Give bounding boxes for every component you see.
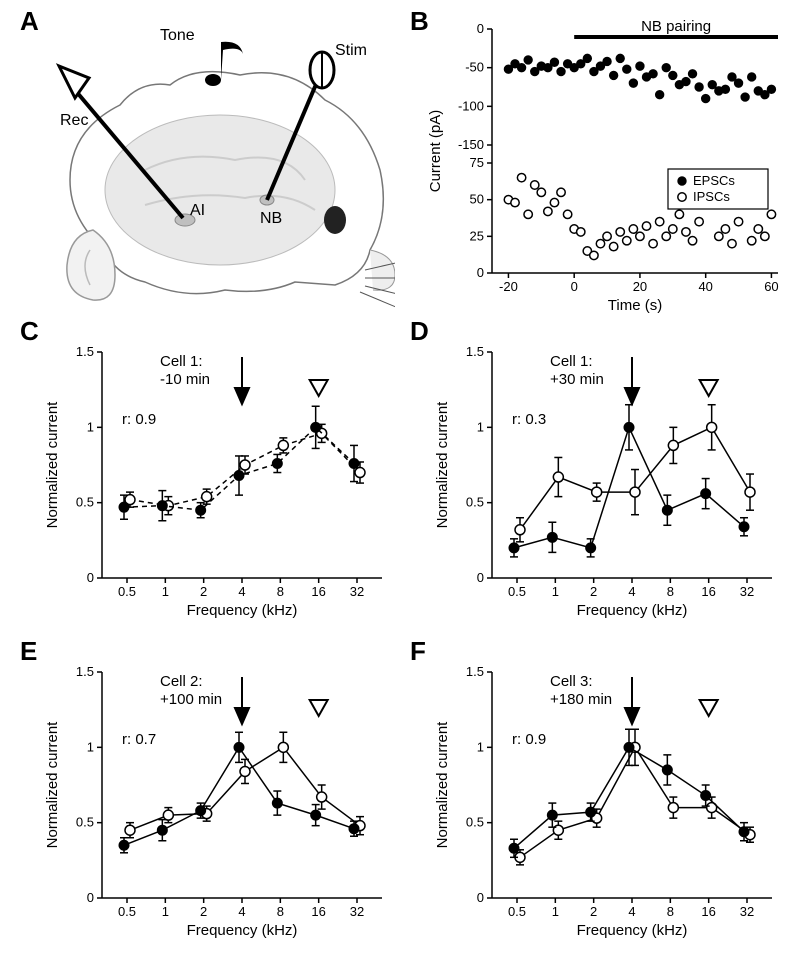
svg-text:2: 2	[200, 904, 207, 919]
svg-text:0: 0	[87, 570, 94, 585]
svg-text:0.5: 0.5	[118, 904, 136, 919]
svg-text:16: 16	[311, 584, 325, 599]
svg-text:0.5: 0.5	[466, 815, 484, 830]
svg-text:0: 0	[87, 890, 94, 905]
svg-text:EPSCs: EPSCs	[693, 173, 735, 188]
panel-b-chart: -150 -100 -50 0 0 25 50 75 -20 0 20 40 60 Time (s) Cur…	[420, 15, 790, 315]
svg-text:4: 4	[628, 584, 635, 599]
ai-label: AI	[190, 202, 205, 219]
svg-text:Normalized current: Normalized current	[434, 401, 451, 529]
svg-text:16: 16	[701, 584, 715, 599]
svg-text:Time (s): Time (s)	[608, 297, 662, 314]
svg-text:20: 20	[633, 279, 647, 294]
svg-text:0: 0	[477, 265, 484, 280]
svg-text:Frequency (kHz): Frequency (kHz)	[577, 922, 688, 939]
svg-text:1: 1	[477, 739, 484, 754]
svg-text:+30 min: +30 min	[550, 371, 604, 388]
svg-text:0.5: 0.5	[118, 584, 136, 599]
svg-text:2: 2	[590, 904, 597, 919]
svg-text:Cell 3:: Cell 3:	[550, 673, 593, 690]
svg-text:Normalized current: Normalized current	[434, 721, 451, 849]
figure-root: A B C D E F	[0, 0, 800, 974]
svg-text:2: 2	[200, 584, 207, 599]
svg-text:1: 1	[552, 584, 559, 599]
svg-text:-10 min: -10 min	[160, 371, 210, 388]
tone-label: Tone	[160, 27, 195, 44]
svg-text:Normalized current: Normalized current	[44, 721, 61, 849]
svg-text:32: 32	[740, 904, 754, 919]
panel-f-chart: 0 0.5 1 1.5 0.5 1 2 4 8 16 32 Frequency (kHz) Normal…	[420, 650, 790, 950]
svg-text:1: 1	[552, 904, 559, 919]
stim-label: Stim	[335, 42, 367, 59]
svg-text:32: 32	[350, 584, 364, 599]
panel-d-chart: 0 0.5 1 1.5 0.5 1 2 4 8 16 32 Frequency (kHz) Normal…	[420, 330, 790, 630]
svg-text:16: 16	[701, 904, 715, 919]
svg-text:1.5: 1.5	[76, 664, 94, 679]
svg-text:Frequency (kHz): Frequency (kHz)	[187, 602, 298, 619]
svg-text:4: 4	[628, 904, 635, 919]
svg-text:16: 16	[311, 904, 325, 919]
svg-text:75: 75	[470, 155, 484, 170]
svg-text:IPSCs: IPSCs	[693, 189, 730, 204]
svg-text:0.5: 0.5	[76, 815, 94, 830]
svg-text:-20: -20	[499, 279, 518, 294]
svg-text:32: 32	[350, 904, 364, 919]
svg-text:r: 0.7: r: 0.7	[122, 731, 156, 748]
svg-text:4: 4	[238, 584, 245, 599]
svg-text:Cell 1:: Cell 1:	[550, 353, 593, 370]
svg-text:+100 min: +100 min	[160, 691, 222, 708]
svg-text:8: 8	[277, 904, 284, 919]
svg-text:0: 0	[477, 890, 484, 905]
panel-c-chart: 0 0.5 1 1.5 0.5 1 2 4 8 16 32 Frequency (kHz) Normal…	[30, 330, 400, 630]
svg-text:-50: -50	[465, 60, 484, 75]
svg-text:Current (pA): Current (pA)	[427, 110, 444, 193]
svg-text:Normalized current: Normalized current	[44, 401, 61, 529]
svg-text:32: 32	[740, 584, 754, 599]
panel-e-chart: 0 0.5 1 1.5 0.5 1 2 4 8 16 32 Frequency (kHz) Normal…	[30, 650, 400, 950]
svg-text:1: 1	[477, 419, 484, 434]
svg-text:r: 0.9: r: 0.9	[122, 411, 156, 428]
svg-text:Frequency (kHz): Frequency (kHz)	[187, 922, 298, 939]
svg-text:Cell 1:: Cell 1:	[160, 353, 203, 370]
svg-text:1: 1	[162, 584, 169, 599]
svg-text:0.5: 0.5	[76, 495, 94, 510]
svg-text:1.5: 1.5	[466, 344, 484, 359]
svg-text:8: 8	[667, 584, 674, 599]
svg-text:1: 1	[87, 419, 94, 434]
svg-text:8: 8	[667, 904, 674, 919]
svg-text:60: 60	[764, 279, 778, 294]
svg-text:8: 8	[277, 584, 284, 599]
svg-text:0: 0	[477, 21, 484, 36]
svg-text:1.5: 1.5	[466, 664, 484, 679]
panel-a-illustration: Rec Tone Stim AI NB	[35, 20, 395, 315]
svg-text:Frequency (kHz): Frequency (kHz)	[577, 602, 688, 619]
svg-text:0.5: 0.5	[508, 904, 526, 919]
svg-text:40: 40	[698, 279, 712, 294]
svg-text:0.5: 0.5	[466, 495, 484, 510]
svg-text:25: 25	[470, 228, 484, 243]
nb-label: NB	[260, 210, 282, 227]
svg-text:r: 0.3: r: 0.3	[512, 411, 546, 428]
svg-text:0.5: 0.5	[508, 584, 526, 599]
svg-text:NB pairing: NB pairing	[641, 18, 711, 35]
svg-text:0: 0	[571, 279, 578, 294]
rec-label: Rec	[60, 112, 88, 129]
svg-text:4: 4	[238, 904, 245, 919]
svg-text:-100: -100	[458, 98, 484, 113]
svg-text:2: 2	[590, 584, 597, 599]
svg-text:+180 min: +180 min	[550, 691, 612, 708]
svg-text:1: 1	[162, 904, 169, 919]
svg-text:1.5: 1.5	[76, 344, 94, 359]
svg-text:r: 0.9: r: 0.9	[512, 731, 546, 748]
svg-text:1: 1	[87, 739, 94, 754]
svg-text:Cell 2:: Cell 2:	[160, 673, 203, 690]
svg-text:0: 0	[477, 570, 484, 585]
svg-text:50: 50	[470, 192, 484, 207]
svg-text:-150: -150	[458, 137, 484, 152]
